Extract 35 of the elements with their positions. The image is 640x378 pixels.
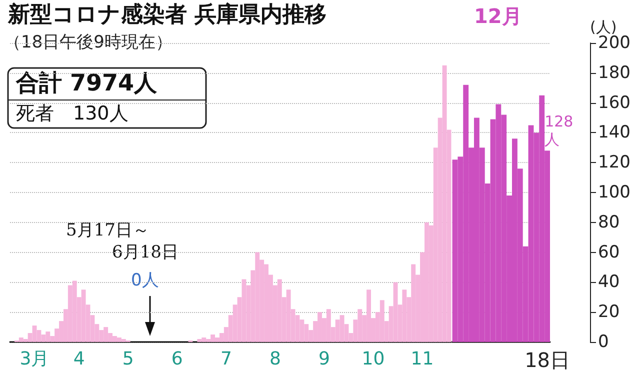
bar (340, 315, 344, 342)
y-tick-label: 140 (598, 122, 630, 143)
bar (393, 282, 398, 342)
x-tick-label: 6 (171, 348, 183, 370)
y-tick-label: 100 (598, 182, 630, 202)
y-tick-label: 80 (598, 212, 620, 232)
bar (81, 290, 86, 342)
y-tick-label: 40 (598, 272, 620, 292)
y-tick-label: 60 (598, 242, 620, 262)
chart-title: 新型コロナ感染者 兵庫県内推移 (7, 2, 327, 28)
x-tick-label: 4 (73, 348, 85, 370)
bar (286, 290, 291, 342)
bar (197, 339, 202, 342)
x-tick-label: 7 (220, 348, 232, 370)
y-tick-label: 160 (598, 92, 630, 113)
x-tick-label: 5 (122, 348, 134, 370)
y-tick-label: 120 (598, 152, 630, 173)
y-tick-label: 20 (598, 302, 620, 322)
x-tick-label: 9 (318, 348, 330, 370)
annotation: 死者 130人 (16, 102, 128, 124)
bar (32, 326, 37, 342)
annotation: 合計 7974人 (15, 70, 158, 96)
x-tick-label: 18日 (524, 348, 570, 372)
x-tick-label: 11 (410, 348, 434, 370)
annotation: 0人 (131, 270, 159, 290)
data-label: 128人 (544, 112, 574, 149)
x-tick-label: 10 (362, 348, 385, 370)
bar (442, 65, 447, 342)
annotation: 5月17日～6月18日 (66, 220, 178, 262)
text: 12月 (474, 4, 522, 28)
x-tick-label: 8 (269, 348, 281, 370)
y-tick-label: 180 (598, 62, 630, 83)
y-tick-label: 0 (598, 332, 609, 352)
x-tick-label: 3月 (20, 348, 50, 370)
bar (242, 279, 246, 342)
